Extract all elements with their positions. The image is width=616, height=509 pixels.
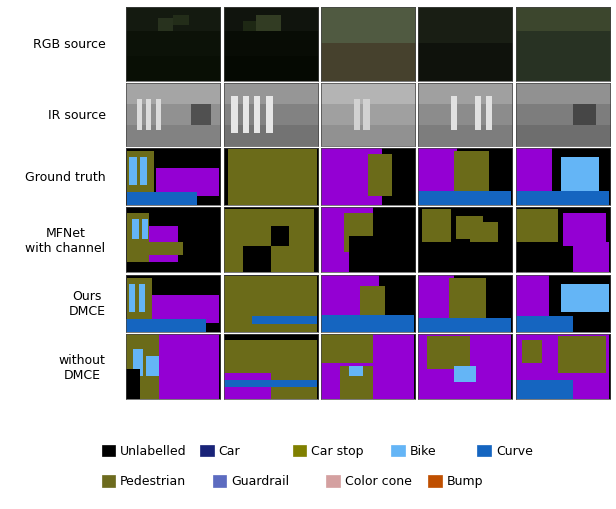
Text: Car stop: Car stop — [311, 444, 363, 457]
Text: Pedestrian: Pedestrian — [120, 474, 186, 488]
Text: Bump: Bump — [447, 474, 483, 488]
Text: Ground truth: Ground truth — [25, 171, 105, 183]
Text: RGB source: RGB source — [33, 38, 105, 51]
Text: Curve: Curve — [496, 444, 533, 457]
Text: Car: Car — [219, 444, 240, 457]
Text: IR source: IR source — [47, 108, 105, 122]
Text: Color cone: Color cone — [345, 474, 412, 488]
Text: without
DMCE: without DMCE — [59, 353, 105, 381]
Text: Guardrail: Guardrail — [231, 474, 289, 488]
Text: Ours
DMCE: Ours DMCE — [68, 290, 105, 318]
Text: Unlabelled: Unlabelled — [120, 444, 187, 457]
Text: Bike: Bike — [410, 444, 436, 457]
Text: MFNet
with channel: MFNet with channel — [25, 227, 105, 254]
